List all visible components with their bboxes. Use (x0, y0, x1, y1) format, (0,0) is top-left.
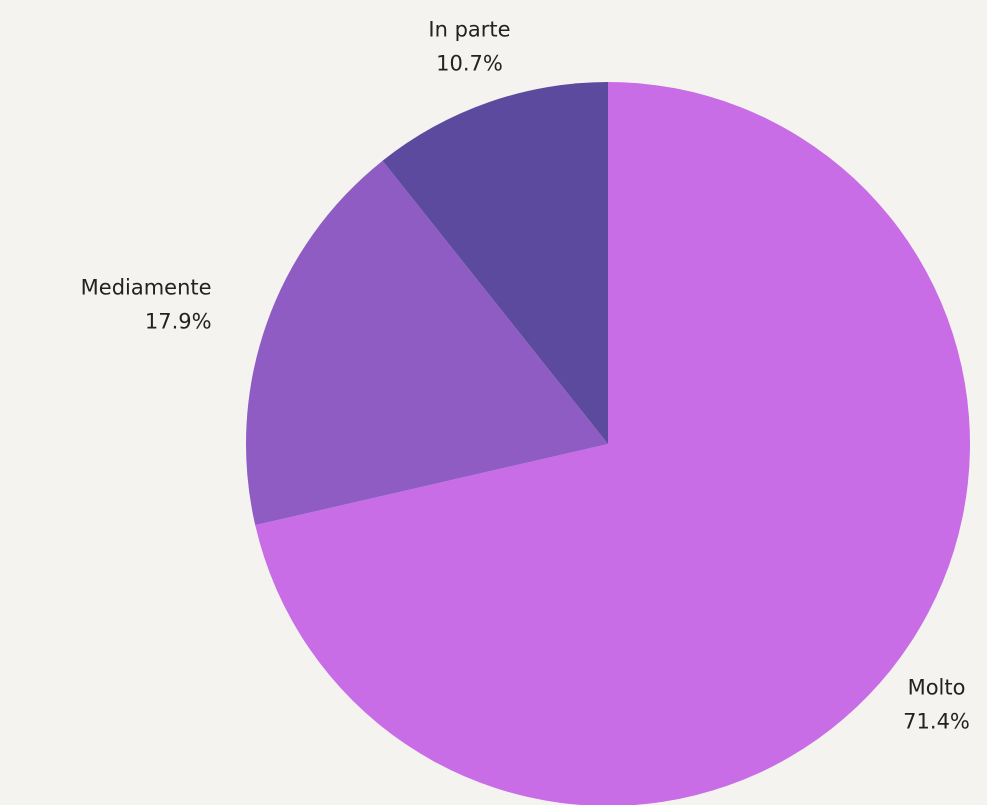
slice-value-label: 71.4% (903, 710, 970, 734)
slice-label: Mediamente (81, 275, 212, 299)
slice-label: In parte (428, 18, 510, 42)
pie-slice (255, 82, 970, 805)
slice-value-label: 17.9% (145, 309, 212, 333)
slice-value-label: 10.7% (436, 52, 503, 76)
pie-slice (382, 82, 608, 444)
pie-slice (246, 160, 608, 526)
slice-label: Molto (908, 676, 966, 700)
